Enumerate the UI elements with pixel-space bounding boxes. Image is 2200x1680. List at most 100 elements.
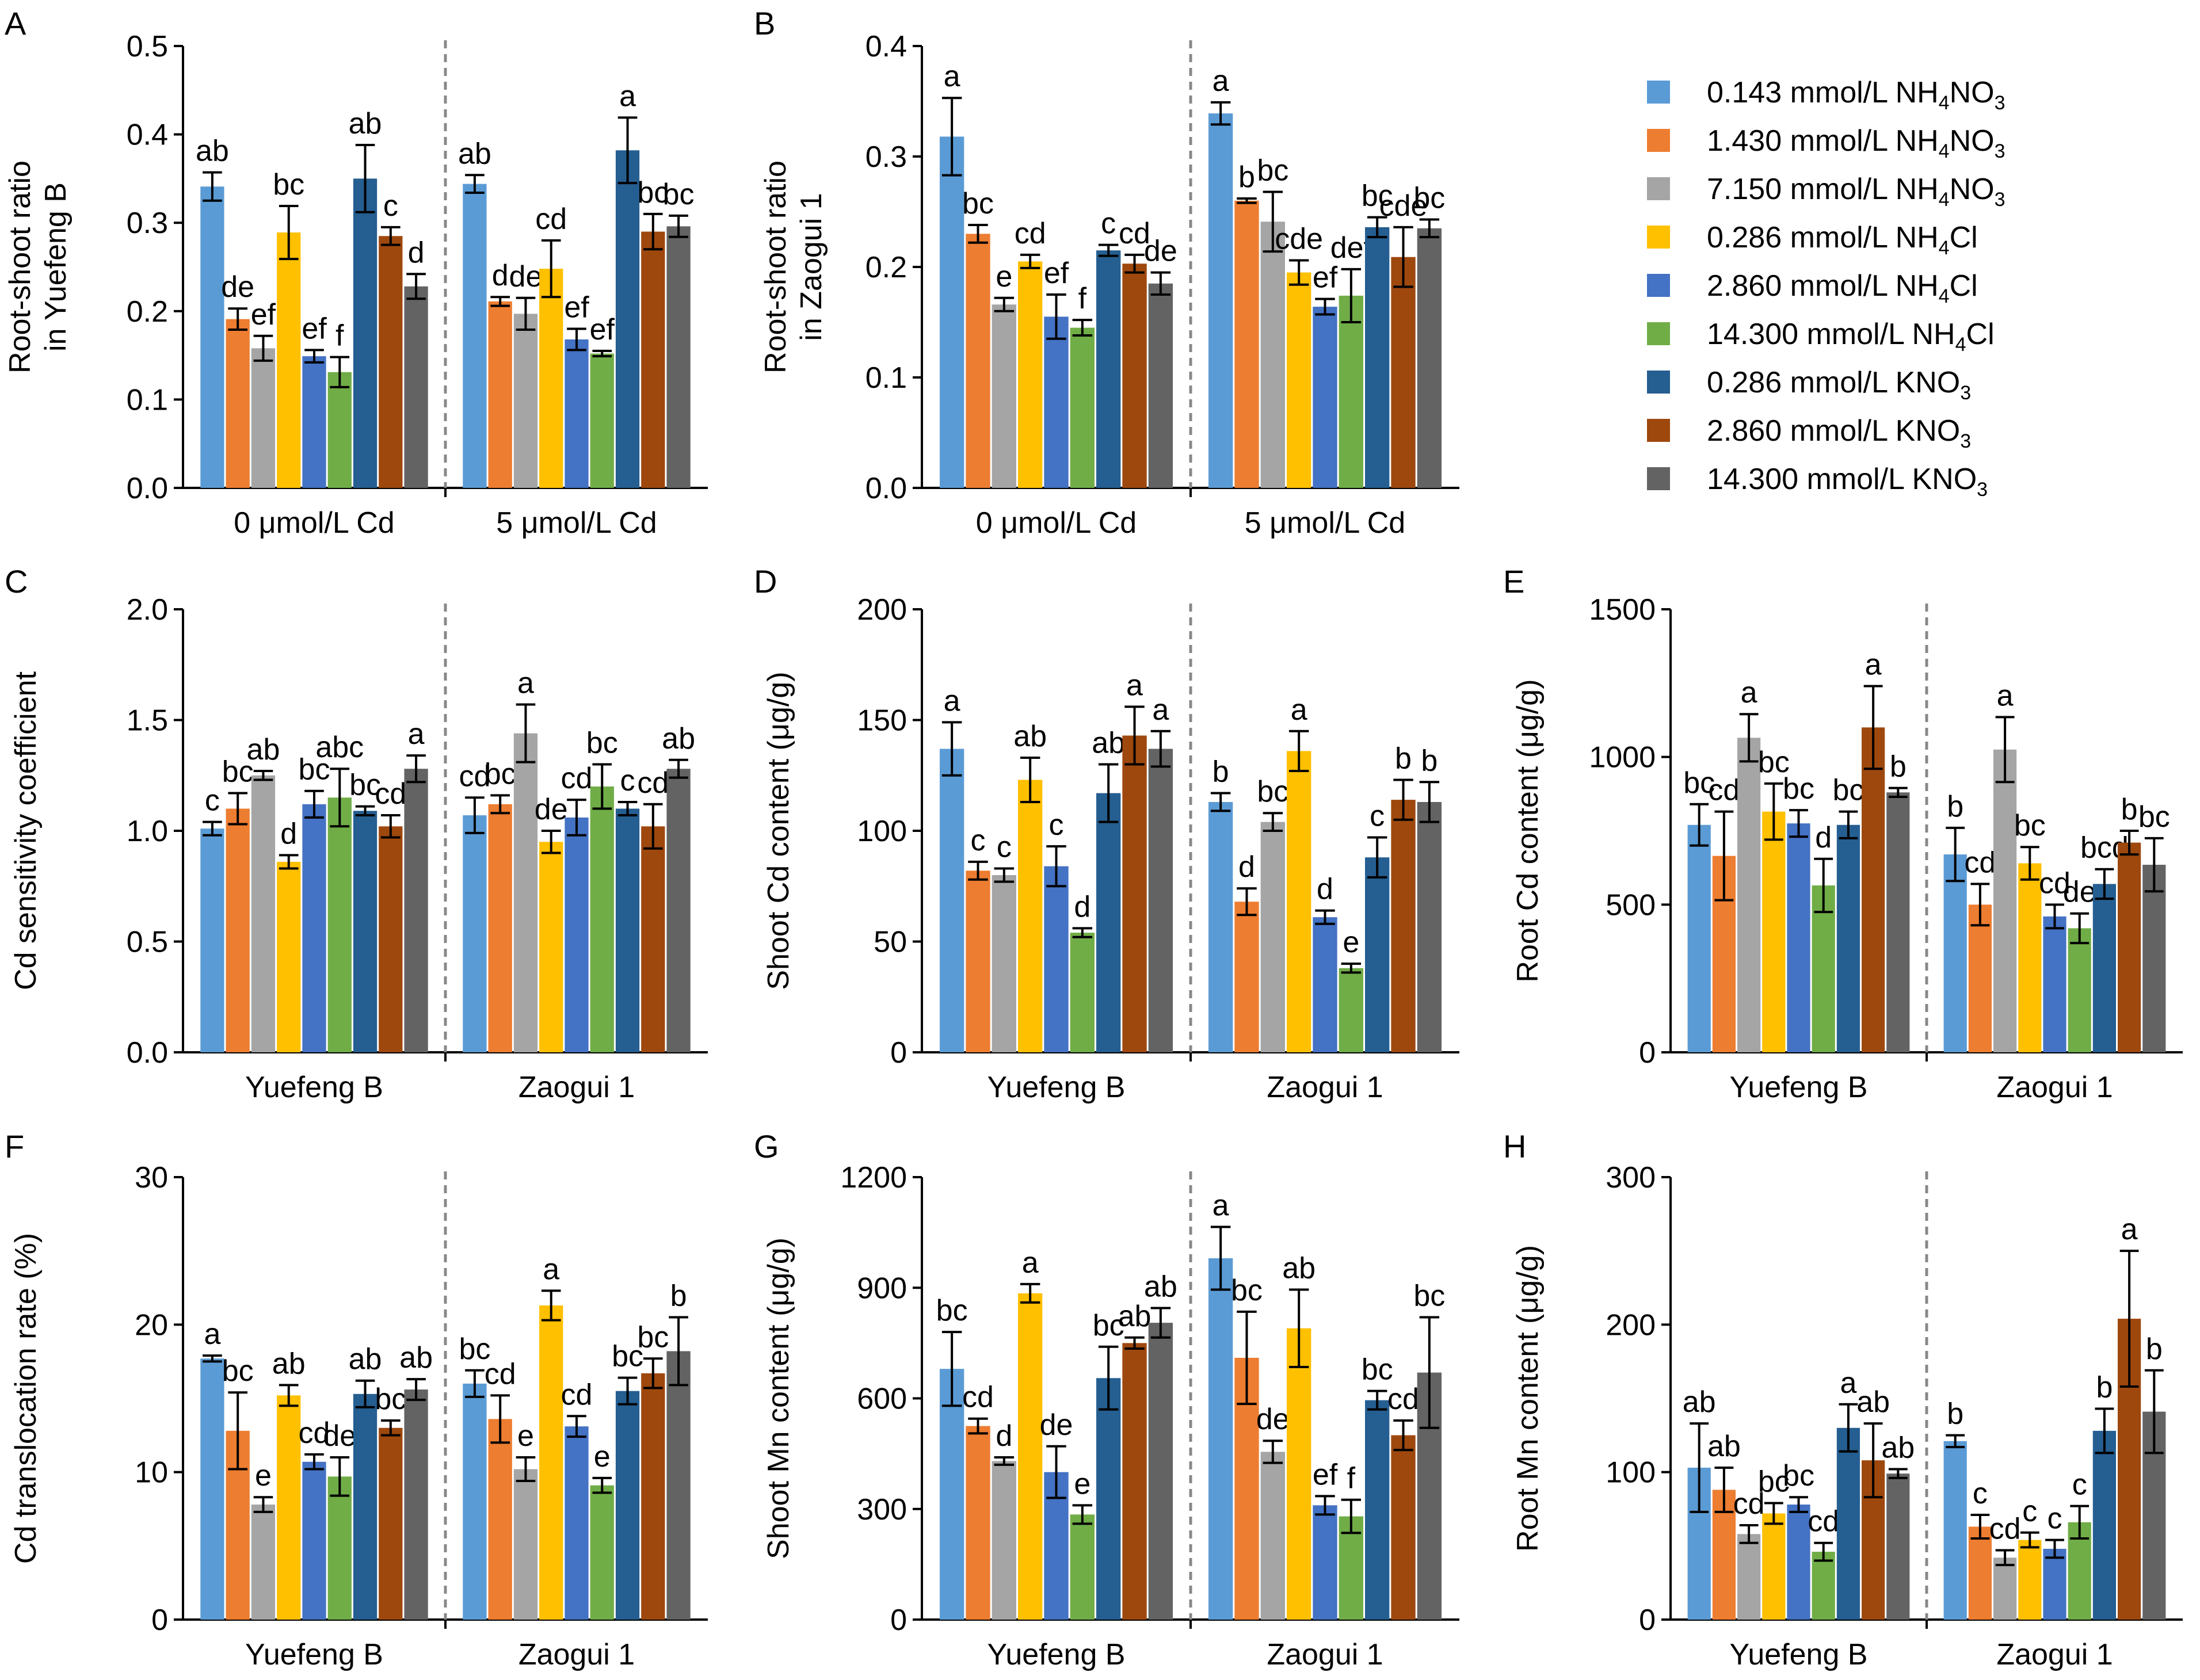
x-group-label: Yuefeng B [987,1071,1126,1104]
bar-0-0 [939,1369,964,1620]
significance-letter: abc [315,731,364,764]
significance-letter: ef [590,313,615,346]
significance-letter: de [535,793,568,826]
y-tick-label: 0 [151,1603,168,1637]
y-axis-title: Root-shoot ratio [759,161,792,373]
y-tick-label: 200 [857,593,907,627]
bar-1-7 [1391,800,1416,1052]
legend-label: 0.286 mmol/L NH4Cl [1707,221,1978,259]
bar-1-2 [513,733,538,1052]
bar-0-3 [1017,780,1043,1052]
significance-letter: a [1022,1246,1039,1280]
bar-0-4 [1044,316,1069,488]
y-tick-label: 1200 [840,1161,907,1194]
bar-1-6 [615,150,640,488]
significance-letter: bc [1783,772,1814,805]
x-group-label: Yuefeng B [245,1638,383,1671]
significance-letter: b [1890,750,1907,784]
y-tick-label: 600 [857,1383,907,1416]
significance-letter: cd [561,762,593,795]
bar-0-7 [379,826,403,1052]
bar-1-6 [1365,857,1390,1052]
legend-item: 7.150 mmol/L NH4NO3 [1647,173,2005,211]
y-tick-label: 2.0 [127,593,168,627]
bar-0-1 [966,1426,990,1620]
y-axis-title: Cd translocation rate (%) [9,1233,43,1564]
significance-letter: cd [2039,866,2071,900]
y-axis-title: Shoot Mn content (μg/g) [762,1238,795,1559]
bar-0-1 [226,319,250,488]
legend-item: 14.300 mmol/L NH4Cl [1647,318,1995,356]
y-tick-label: 0.3 [865,140,907,174]
bar-1-1 [1968,904,1992,1052]
y-tick-label: 0.0 [127,1036,168,1070]
significance-letter: c [1973,1477,1988,1510]
significance-letter: bc [2014,809,2046,842]
significance-letter: bc [485,757,516,791]
significance-letter: ab [1683,1385,1716,1419]
significance-letter: de [1256,1403,1290,1436]
chart-panel-a: A 0.0 0.1 0.2 0.3 0.4 0.5 Root-shoot ratio in Yu… [3,5,708,540]
bar-1-4 [1313,1505,1337,1620]
bar-0-3 [1017,1293,1043,1620]
bar-1-2 [1993,749,2017,1052]
significance-letter: e [996,260,1012,293]
significance-letter: a [1865,648,1882,681]
bar-1-3 [1286,1328,1311,1620]
significance-letter: ab [1092,727,1125,760]
y-tick-label: 1000 [1589,741,1656,774]
significance-letter: bc [1257,154,1288,187]
significance-letter: ab [1856,1385,1890,1419]
bar-1-3 [539,269,563,488]
significance-letter: bc [663,178,695,211]
significance-letter: bc [1832,774,1864,807]
bar-0-0 [200,186,224,488]
x-group-label: Zaogui 1 [518,1071,635,1104]
bar-1-7 [641,1373,665,1620]
y-tick-label: 0 [1639,1603,1656,1637]
bar-0-4 [302,356,326,488]
bar-0-2 [992,1461,1016,1620]
significance-letter: c [2022,1495,2037,1528]
significance-letter: ab [1013,720,1047,753]
bar-1-2 [1260,822,1285,1052]
significance-letter: bc [2138,800,2170,834]
bar-0-5 [1812,885,1835,1052]
bar-0-2 [1737,738,1761,1052]
bar-1-8 [1417,228,1442,488]
significance-letter: d [1238,850,1255,884]
y-tick-label: 0.1 [127,383,168,417]
panel-label: B [754,5,775,41]
y-axis-title: Root Mn content (μg/g) [1511,1245,1545,1552]
significance-letter: b [1421,744,1438,777]
bar-0-2 [992,875,1016,1052]
bar-0-0 [939,136,964,488]
bar-0-4 [1044,866,1069,1052]
significance-letter: f [1078,282,1087,315]
y-tick-label: 0.4 [865,30,907,63]
significance-letter: b [1238,161,1255,194]
legend-label: 14.300 mmol/L KNO3 [1707,463,1988,501]
significance-letter: a [1997,679,2014,712]
x-group-label: Zaogui 1 [1267,1638,1383,1671]
bar-0-8 [404,286,428,488]
significance-letter: de [323,1419,356,1453]
bar-1-0 [1208,801,1233,1052]
bar-0-2 [1737,1534,1761,1620]
chart-panel-g: G 0 300 600 900 1200 Shoot Mn content (μg/g) bc… [754,1128,1459,1671]
bar-0-7 [1122,735,1147,1052]
x-group-label: Yuefeng B [1730,1071,1868,1104]
bar-1-7 [1391,257,1416,488]
legend-swatch [1647,419,1670,442]
bar-0-3 [1017,261,1043,488]
significance-letter: d [1074,890,1091,923]
significance-letter: d [1815,821,1832,854]
y-tick-label: 0 [890,1036,907,1070]
significance-letter: cd [485,1357,516,1391]
y-axis-title: Cd sensitivity coefficient [9,671,43,990]
significance-letter: cd [1387,1383,1419,1416]
significance-letter: c [1049,808,1064,842]
bar-0-8 [1886,792,1910,1052]
